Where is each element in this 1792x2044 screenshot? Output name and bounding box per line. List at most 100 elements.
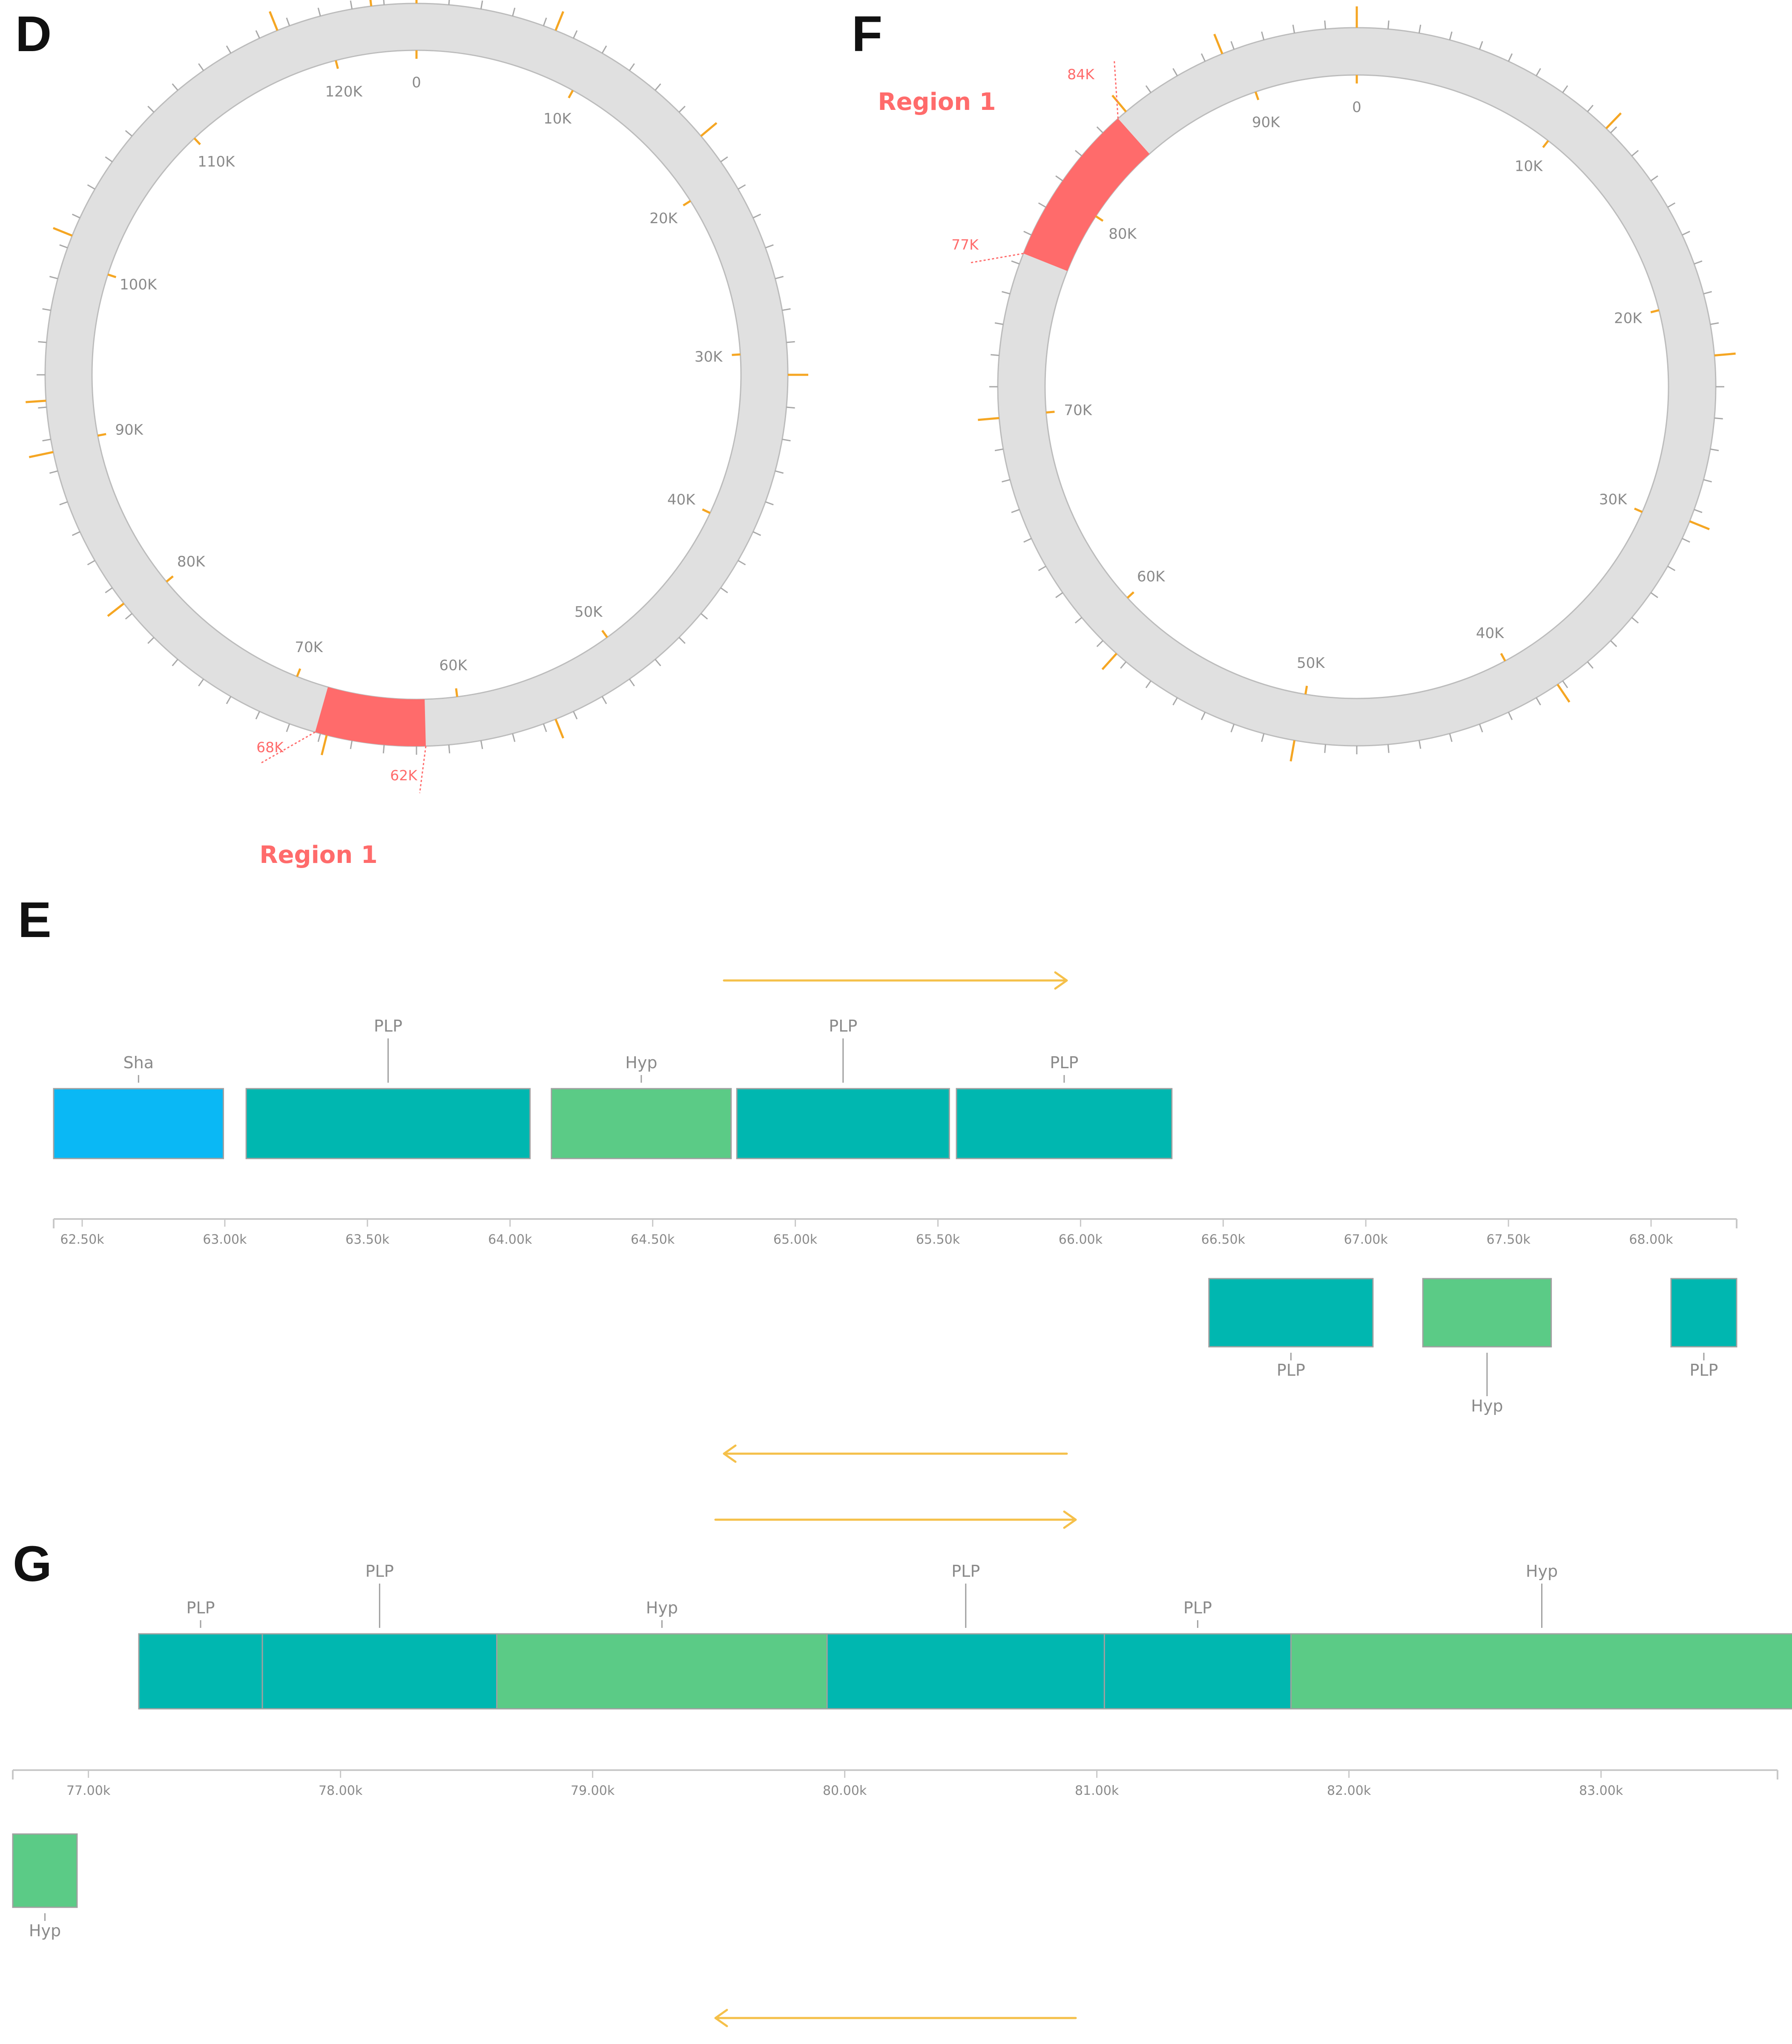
f-region-end-leader [1114, 61, 1119, 119]
f-position-label: 60K [1137, 568, 1166, 585]
d-ring-band [45, 3, 788, 746]
e-gene-label: PLP [1050, 1053, 1078, 1072]
f-scale-tick [1562, 680, 1568, 688]
d-scale-tick [382, 745, 385, 753]
d-orange-tick [554, 719, 564, 739]
g-gene-plp-4 [826, 1633, 1105, 1710]
g-axis-tick-label: 78.00k [319, 1783, 363, 1798]
d-scale-tick [87, 560, 95, 566]
f-scale-tick [1230, 724, 1235, 733]
f-scale-tick [1694, 260, 1703, 265]
g-gene-plp-5 [1103, 1633, 1292, 1710]
d-scale-tick [765, 501, 774, 506]
f-scale-tick [1536, 68, 1541, 76]
e-axis-tick-label: 63.50k [345, 1232, 390, 1247]
f-scale-tick [1449, 733, 1453, 742]
f-region-start-label: 77K [951, 236, 979, 253]
f-region-title: Region 1 [878, 88, 996, 116]
f-scale-tick [1120, 661, 1127, 669]
d-scale-tick [87, 184, 95, 190]
d-scale-tick [226, 45, 232, 54]
d-scale-tick [782, 438, 791, 442]
e-forward-genes: Sha PLP Hyp PLP PLP [53, 1017, 1173, 1159]
d-scale-tick [720, 156, 728, 163]
d-scale-tick [286, 723, 290, 732]
panel-letter-g: G [13, 1536, 52, 1592]
e-axis-tick-label: 68.00k [1629, 1232, 1673, 1247]
d-scale-tick [72, 213, 80, 218]
f-scale-tick [1610, 126, 1617, 133]
d-genome-ring [44, 3, 789, 747]
d-scale-tick [198, 63, 204, 71]
f-position-label: 20K [1614, 310, 1643, 327]
d-orange-tick [53, 227, 73, 237]
e-gene-plp-2 [245, 1088, 531, 1159]
f-position-tick [1650, 309, 1660, 313]
d-scale-tick [255, 711, 260, 720]
d-scale-tick [678, 106, 686, 113]
d-scale-tick [125, 613, 132, 620]
g-gene-hyp-3 [496, 1633, 828, 1710]
f-scale-tick [1172, 697, 1178, 706]
f-orange-tick [1689, 520, 1710, 530]
f-scale-tick [1387, 744, 1390, 753]
d-scale-tick [42, 438, 51, 442]
f-scale-tick [1650, 592, 1658, 598]
d-orange-tick [321, 735, 328, 756]
g-reverse-genes: Hyp [12, 1833, 78, 1940]
f-position-label: 50K [1297, 655, 1325, 672]
d-scale-tick [720, 587, 728, 593]
f-orange-tick [1213, 34, 1223, 55]
f-scale-tick [1387, 20, 1390, 29]
d-orange-tick [369, 0, 373, 6]
d-scale-tick [317, 8, 321, 17]
f-scale-tick [1449, 32, 1453, 40]
d-scale-tick [655, 83, 661, 91]
f-scale-tick [1324, 744, 1327, 753]
d-scale-tick [786, 406, 795, 409]
d-scale-tick [448, 745, 451, 753]
f-scale-tick [1011, 509, 1020, 513]
e-gene-hyp-3 [551, 1088, 732, 1159]
e-gene-label: Hyp [625, 1053, 657, 1072]
d-position-labels: 0 10K 20K 30K 40K 50K 60K 70K 80K 90K 100K 110K 120K [98, 50, 741, 697]
d-scale-tick [59, 244, 68, 249]
d-position-tick [193, 137, 201, 145]
f-orange-marks [978, 6, 1736, 762]
d-scale-tick [317, 733, 321, 742]
f-scale-tick [1536, 697, 1541, 706]
e-axis: 62.50k 63.00k 63.50k 64.00k 64.50k 65.00k 65.5… [53, 1218, 1737, 1247]
f-scale-tick [1023, 230, 1032, 236]
f-position-label: 80K [1109, 226, 1137, 243]
d-scale-tick [701, 613, 708, 620]
f-scale-tick [1667, 566, 1676, 571]
d-position-label: 110K [198, 153, 235, 170]
f-position-tick [1304, 685, 1308, 695]
d-scale-tick [738, 184, 746, 190]
e-axis-tick-label: 64.50k [631, 1232, 675, 1247]
d-scale-tick [350, 0, 353, 9]
f-orange-tick [1714, 352, 1736, 357]
g-axis-tick-label: 83.00k [1579, 1783, 1623, 1798]
e-gene-label: PLP [374, 1017, 402, 1035]
f-orange-tick [1289, 740, 1296, 762]
d-position-label: 100K [120, 276, 158, 293]
d-scale-tick [49, 470, 58, 474]
g-axis-tick-label: 82.00k [1327, 1783, 1371, 1798]
d-position-tick [98, 433, 106, 437]
d-scale-tick [198, 678, 204, 687]
d-orange-tick [107, 602, 125, 617]
d-scale-tick [147, 106, 155, 113]
g-gene-label: PLP [365, 1562, 394, 1581]
d-scale-tick [775, 276, 784, 279]
d-scale-tick [105, 587, 113, 593]
e-axis-tick-label: 65.50k [916, 1232, 960, 1247]
g-axis-tick-label: 80.00k [823, 1783, 867, 1798]
g-axis-tick-label: 81.00k [1075, 1783, 1119, 1798]
f-scale-tick [1002, 291, 1011, 295]
g-reverse-strand-arrow [714, 2009, 1077, 2027]
g-axis: 77.00k 78.00k 79.00k 80.00k 81.00k 82.00k 83.0… [12, 1769, 1778, 1798]
f-scale-tick [1694, 509, 1703, 513]
d-position-label: 120K [325, 83, 363, 101]
d-position-label: 0 [412, 74, 421, 91]
